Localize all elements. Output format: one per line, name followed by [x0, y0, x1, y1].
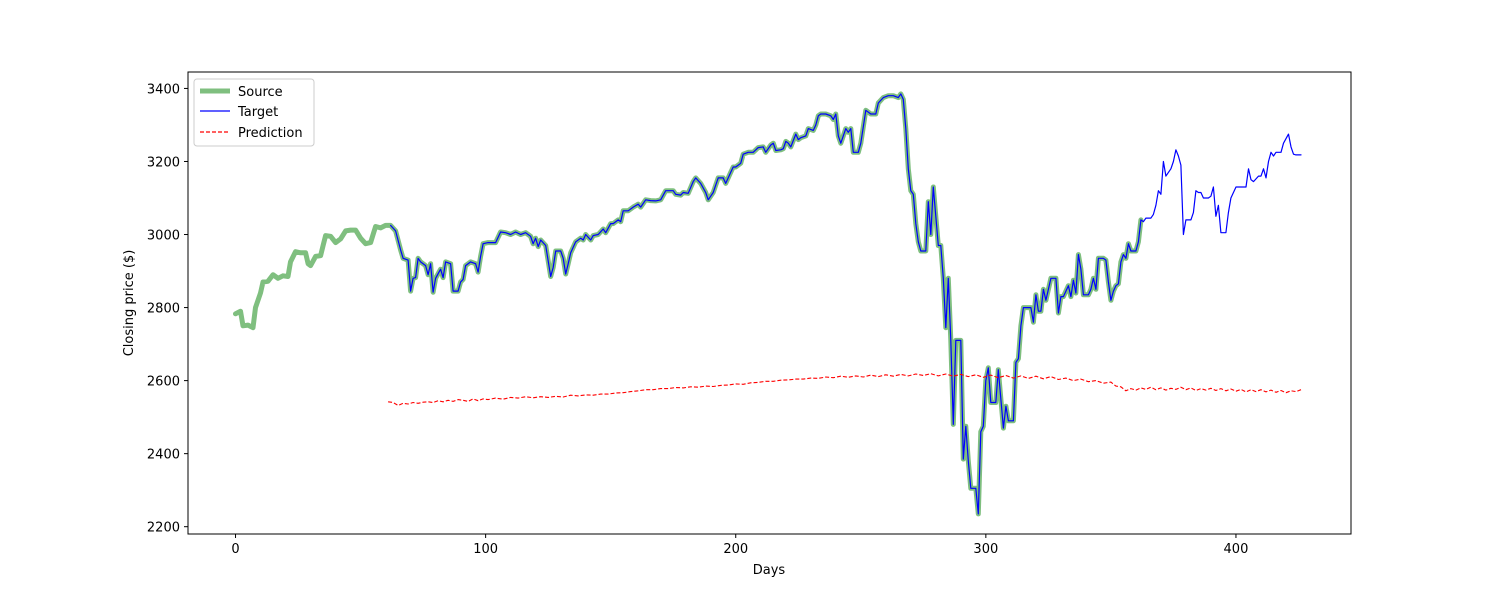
series-layer	[233, 91, 1302, 517]
legend-label-target: Target	[237, 105, 278, 120]
y-axis-label: Closing price ($)	[122, 250, 137, 357]
plot-frame	[187, 71, 1352, 535]
y-tick-label: 2400	[147, 448, 180, 463]
y-tick-label: 2800	[147, 302, 180, 317]
y-axis: 2200 2400 2600 2800 3000 3200 3400	[147, 82, 188, 536]
y-tick-label: 3400	[147, 82, 180, 97]
target-series-line	[390, 93, 1302, 515]
x-tick-label: 0	[231, 542, 239, 557]
y-tick-label: 3200	[147, 155, 180, 170]
x-axis: 0 100 200 300 400	[231, 534, 1248, 557]
x-tick-label: 200	[723, 542, 748, 557]
x-tick-label: 100	[473, 542, 498, 557]
legend-label-prediction: Prediction	[238, 126, 303, 141]
y-tick-label: 2200	[147, 521, 180, 536]
legend: Source Target Prediction	[193, 78, 315, 147]
y-tick-label: 2600	[147, 375, 180, 390]
x-axis-label: Days	[753, 563, 786, 578]
x-tick-label: 400	[1224, 542, 1249, 557]
x-tick-label: 300	[973, 542, 998, 557]
y-tick-label: 3000	[147, 229, 180, 244]
legend-label-source: Source	[238, 85, 283, 100]
legend-box	[193, 78, 315, 147]
prediction-series-line	[388, 373, 1302, 406]
